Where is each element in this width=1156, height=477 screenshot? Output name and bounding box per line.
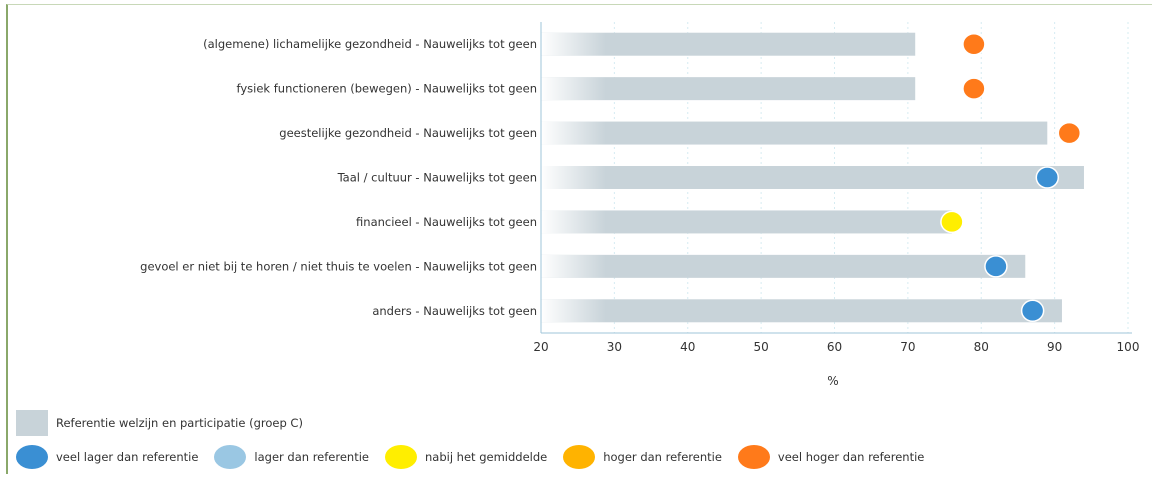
legend: Referentie welzijn en participatie (groe…: [16, 410, 940, 470]
legend-label-nabij: nabij het gemiddelde: [425, 450, 548, 464]
bar-fade: [541, 210, 606, 234]
reference-swatch: [16, 410, 48, 436]
bar-chart: (algemene) lichamelijke gezondheid - Nau…: [140, 22, 1139, 388]
x-tick-label: 50: [753, 340, 768, 354]
category-label: (algemene) lichamelijke gezondheid - Nau…: [203, 37, 537, 51]
legend-reference-item: Referentie welzijn en participatie (groe…: [16, 410, 940, 436]
x-tick-label: 80: [974, 340, 989, 354]
x-tick-label: 30: [607, 340, 622, 354]
legend-label-veel-lager: veel lager dan referentie: [56, 450, 199, 464]
reference-bar: [541, 77, 916, 101]
marker-dot: [1057, 121, 1082, 145]
bar-fade: [541, 299, 606, 323]
marker-dot: [984, 255, 1008, 278]
hoger-swatch: [563, 445, 596, 469]
legend-label-veel-hoger: veel hoger dan referentie: [777, 450, 925, 464]
marker-dot: [1035, 166, 1060, 189]
reference-bar: [541, 299, 1062, 323]
legend-item-veel-hoger: veel hoger dan referentie: [737, 445, 925, 469]
x-tick-label: 40: [680, 340, 695, 354]
legend-item-nabij: nabij het gemiddelde: [385, 445, 547, 469]
reference-bar: [541, 32, 916, 56]
reference-bar: [541, 166, 1084, 189]
x-tick-label: 60: [827, 340, 842, 354]
veel-hoger-swatch: [737, 445, 770, 469]
x-tick-label: 70: [900, 340, 915, 354]
category-label: financieel - Nauwelijks tot geen: [356, 215, 537, 229]
reference-bar: [541, 254, 1026, 278]
bar-fade: [541, 121, 606, 145]
legend-item-lager: lager dan referentie: [214, 445, 369, 469]
comparison-markers: [940, 32, 1082, 323]
bar-fade: [541, 32, 606, 56]
lager-swatch: [214, 445, 247, 469]
chart-frame: [6, 4, 1152, 474]
marker-dot: [940, 210, 964, 234]
category-label: Taal / cultuur - Nauwelijks tot geen: [337, 171, 537, 185]
bar-fade: [541, 254, 606, 278]
marker-dot: [1020, 299, 1045, 323]
nabij-swatch: [385, 445, 417, 469]
legend-item-veel-lager: veel lager dan referentie: [16, 445, 198, 469]
bar-fade: [541, 166, 606, 189]
category-label: fysiek functioneren (bewegen) - Nauwelij…: [237, 82, 538, 96]
category-label: anders - Nauwelijks tot geen: [372, 304, 537, 318]
x-axis-title: %: [827, 374, 838, 388]
reference-bar: [541, 121, 1048, 145]
reference-bar: [541, 210, 952, 234]
x-tick-label: 20: [533, 340, 548, 354]
bar-fade: [541, 77, 606, 101]
marker-dot: [962, 77, 986, 100]
x-axis: 20 30 40 50 60 70 80 90 100: [533, 22, 1139, 354]
marker-dot: [962, 32, 986, 56]
x-tick-label: 90: [1047, 340, 1062, 354]
legend-marker-items: veel lager dan referentie lager dan refe…: [16, 444, 940, 470]
veel-lager-swatch: [16, 445, 48, 469]
legend-item-hoger: hoger dan referentie: [563, 445, 722, 469]
reference-bars: [541, 32, 1084, 323]
category-label: gevoel er niet bij te horen / niet thuis…: [140, 259, 537, 273]
legend-label-lager: lager dan referentie: [254, 450, 369, 464]
legend-label-hoger: hoger dan referentie: [603, 450, 722, 464]
category-label: geestelijke gezondheid - Nauwelijks tot …: [279, 126, 537, 140]
x-tick-label: 100: [1117, 340, 1140, 354]
reference-label: Referentie welzijn en participatie (groe…: [56, 416, 303, 430]
category-labels: (algemene) lichamelijke gezondheid - Nau…: [140, 37, 537, 318]
